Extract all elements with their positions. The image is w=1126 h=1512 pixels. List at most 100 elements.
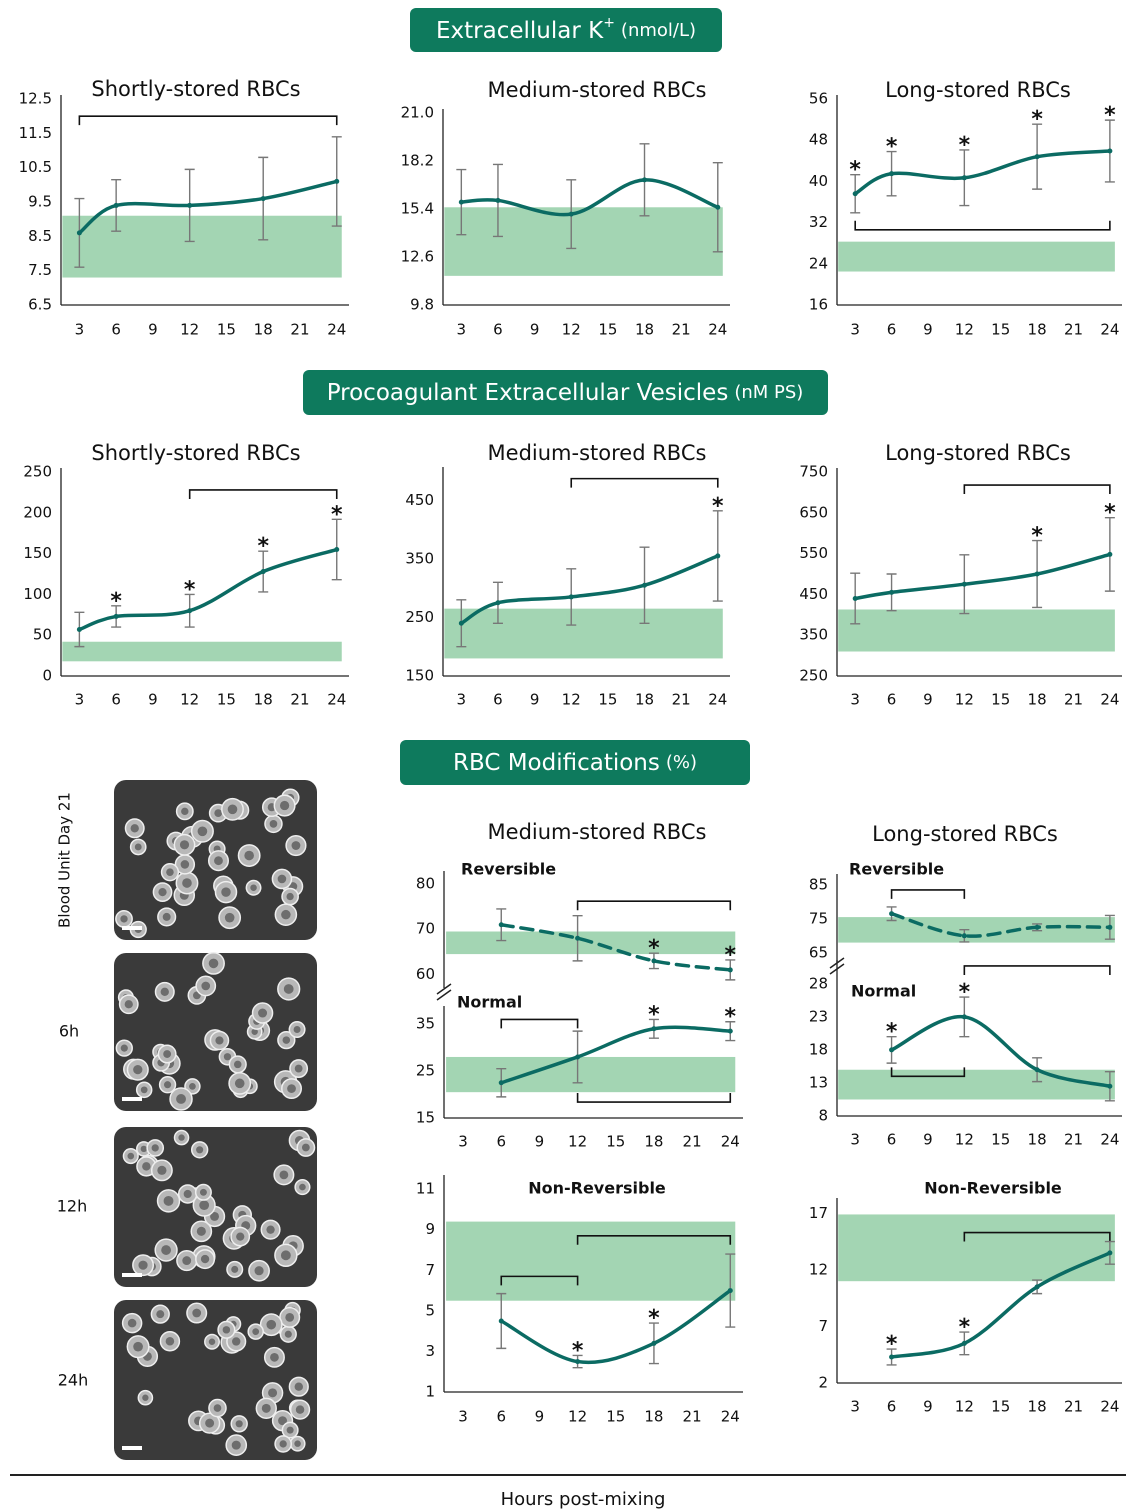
y-tick-label: 60 <box>416 965 435 983</box>
image-label: 24h <box>58 1371 89 1390</box>
panel-title: Long-stored RBCs <box>885 441 1071 465</box>
cell-center <box>232 1441 241 1450</box>
significance-star: * <box>886 1020 898 1045</box>
y-tick-label: 15 <box>416 1109 435 1127</box>
x-tick-label: 12 <box>955 321 974 339</box>
data-point <box>962 175 967 180</box>
x-tick-label: 9 <box>535 1133 545 1151</box>
data-point <box>651 1341 656 1346</box>
panel-title: Medium-stored RBCs <box>488 441 707 465</box>
y-tick-label: 550 <box>799 544 828 562</box>
data-point <box>962 1341 967 1346</box>
header: Extracellular K+(nmol/L) <box>436 15 696 44</box>
reference-band <box>446 1057 735 1092</box>
cell-center <box>278 875 287 884</box>
cell-center <box>121 1045 128 1052</box>
data-point <box>1107 1250 1112 1255</box>
data-point <box>728 1288 733 1293</box>
data-point <box>575 936 580 941</box>
significance-bracket <box>855 221 1110 230</box>
x-tick-label: 9 <box>923 691 933 709</box>
reference-band <box>444 609 722 659</box>
significance-star: * <box>725 1005 737 1030</box>
significance-star: * <box>959 133 971 158</box>
x-tick-label: 3 <box>850 321 860 339</box>
x-tick-label: 18 <box>644 1408 663 1426</box>
x-tick-label: 3 <box>75 691 85 709</box>
y-tick-label: 750 <box>799 463 828 481</box>
x-tick-label: 15 <box>991 1398 1010 1416</box>
x-tick-label: 6 <box>496 1133 506 1151</box>
cell-center <box>214 856 223 865</box>
data-point <box>962 933 967 938</box>
x-tick-label: 15 <box>606 1133 625 1151</box>
cell-center <box>286 893 293 900</box>
x-tick-label: 15 <box>598 691 617 709</box>
significance-star: * <box>849 158 861 183</box>
x-tick-label: 21 <box>290 691 309 709</box>
significance-star: * <box>184 577 196 602</box>
cell-center <box>133 1342 143 1352</box>
cell-center <box>196 1146 203 1153</box>
data-point <box>1107 552 1112 557</box>
cell-center <box>296 1405 304 1413</box>
header-unit: (%) <box>666 752 697 773</box>
x-tick-label: 18 <box>1028 1398 1047 1416</box>
significance-star: * <box>110 589 122 614</box>
cell-center <box>152 1144 159 1151</box>
x-tick-label: 24 <box>327 691 346 709</box>
cell-center <box>141 1086 148 1093</box>
cell-center <box>285 1313 294 1322</box>
significance-bracket <box>964 966 1110 975</box>
y-tick-label: 350 <box>799 626 828 644</box>
cell-center <box>232 1337 240 1345</box>
significance-bracket <box>79 116 336 125</box>
x-tick-label: 9 <box>923 1398 933 1416</box>
cell-center <box>133 1065 142 1074</box>
data-point <box>1107 149 1112 154</box>
cell-center <box>138 1261 147 1270</box>
x-tick-label: 15 <box>217 691 236 709</box>
x-tick-label: 3 <box>457 691 467 709</box>
x-tick-label: 3 <box>850 691 860 709</box>
x-tick-label: 18 <box>254 321 273 339</box>
figure: Extracellular K+(nmol/L) Procoagulant Ex… <box>0 0 1126 1512</box>
cell-center <box>157 1166 166 1175</box>
significance-star: * <box>712 494 724 519</box>
x-tick-label: 9 <box>148 321 158 339</box>
x-tick-label: 15 <box>991 691 1010 709</box>
x-tick-label: 24 <box>708 321 727 339</box>
x-tick-label: 3 <box>458 1408 468 1426</box>
data-point <box>962 1014 967 1019</box>
cell-center <box>128 1319 137 1328</box>
significance-star: * <box>886 135 898 160</box>
cell-center <box>235 1079 245 1089</box>
cell-center <box>280 1170 289 1179</box>
cell-center <box>205 1419 214 1428</box>
data-point <box>77 627 82 632</box>
cell-center <box>166 868 174 876</box>
cell-center <box>201 982 210 991</box>
y-tick-label: 17 <box>809 1204 828 1222</box>
y-tick-label: 250 <box>23 463 52 481</box>
x-tick-label: 9 <box>148 691 158 709</box>
cell-center <box>120 915 127 922</box>
cell-center <box>280 1440 287 1447</box>
x-tick-label: 18 <box>635 691 654 709</box>
x-tick-label: 6 <box>111 321 121 339</box>
data-point <box>187 608 192 613</box>
cell-center <box>281 910 290 919</box>
data-point <box>114 203 119 208</box>
cell-center <box>262 1404 271 1413</box>
cell-center <box>166 1337 175 1346</box>
cell-center <box>266 1320 276 1330</box>
y-tick-label: 5 <box>425 1301 435 1319</box>
x-tick-label: 6 <box>887 691 897 709</box>
cell-center <box>283 1036 291 1044</box>
data-point <box>114 614 119 619</box>
data-point <box>187 203 192 208</box>
x-tick-label: 12 <box>955 1131 974 1149</box>
cell-center <box>180 840 189 849</box>
cell-center <box>209 1338 215 1344</box>
image-label: 12h <box>57 1197 88 1216</box>
